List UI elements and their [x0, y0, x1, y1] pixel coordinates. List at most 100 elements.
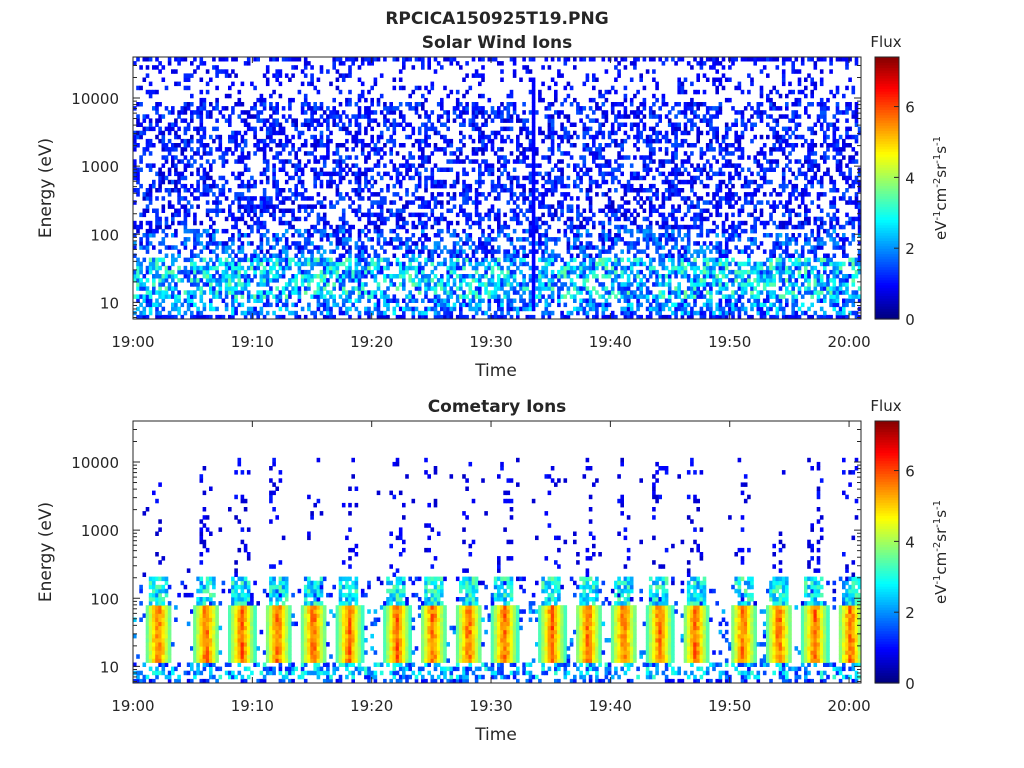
heatmap-cell [411, 282, 416, 287]
heatmap-cell [658, 233, 662, 238]
heatmap-cell [427, 278, 431, 283]
heatmap-cell [544, 179, 549, 185]
heatmap-cell [598, 253, 602, 258]
heatmap-cell [269, 200, 273, 205]
heatmap-cell [531, 228, 536, 234]
heatmap-cell [142, 245, 147, 250]
heatmap-cell [538, 97, 542, 103]
heatmap-cell [294, 57, 298, 62]
heatmap-cell [205, 200, 210, 205]
heatmap-cell [478, 290, 482, 295]
heatmap-cell [424, 126, 428, 132]
heatmap-cell [250, 253, 254, 258]
heatmap-cell [639, 134, 643, 140]
heatmap-cell [531, 216, 536, 222]
heatmap-cell [209, 151, 213, 156]
heatmap-cell [629, 188, 634, 193]
heatmap-cell [645, 69, 650, 74]
heatmap-cell [449, 294, 454, 299]
heatmap-cell [598, 208, 602, 213]
heatmap-cell [338, 310, 343, 316]
heatmap-cell [259, 274, 264, 279]
heatmap-cell [601, 237, 606, 242]
heatmap-cell [468, 237, 473, 242]
heatmap-cell [319, 204, 324, 209]
heatmap-cell [443, 302, 447, 308]
heatmap-cell [674, 310, 678, 316]
heatmap-cell [414, 224, 419, 230]
heatmap-cell [677, 253, 681, 258]
heatmap-cell [383, 290, 387, 295]
heatmap-cell [440, 237, 444, 242]
heatmap-cell [136, 188, 140, 193]
heatmap-cell [614, 224, 618, 230]
heatmap-cell [623, 110, 628, 115]
heatmap-cell [234, 192, 238, 197]
heatmap-cell [582, 81, 587, 87]
heatmap-cell [177, 159, 181, 164]
heatmap-cell [459, 314, 463, 320]
heatmap-cell [379, 175, 384, 181]
heatmap-cell [411, 249, 416, 254]
heatmap-cell [332, 261, 336, 267]
heatmap-cell [190, 61, 194, 66]
heatmap-cell [202, 306, 207, 312]
heatmap-cell [690, 200, 694, 205]
heatmap-cell [338, 196, 343, 201]
heatmap-cell [560, 310, 564, 316]
heatmap-cell [541, 155, 545, 160]
heatmap-cell [326, 155, 330, 160]
heatmap-cell [452, 192, 457, 197]
heatmap-cell [503, 314, 507, 320]
heatmap-cell [693, 310, 697, 316]
heatmap-cell [218, 286, 223, 291]
heatmap-cell [642, 274, 647, 279]
heatmap-cell [610, 110, 615, 115]
heatmap-cell [297, 286, 302, 291]
heatmap-cell [360, 253, 365, 258]
heatmap-cell [592, 269, 596, 275]
heatmap-cell [636, 147, 640, 152]
heatmap-cell [683, 257, 688, 263]
heatmap-cell [161, 143, 166, 148]
heatmap-cell [516, 114, 520, 119]
heatmap-cell [528, 228, 533, 234]
heatmap-cell [531, 188, 536, 193]
heatmap-cell [522, 192, 526, 197]
heatmap-cell [683, 290, 688, 295]
heatmap-cell [573, 241, 577, 246]
heatmap-cell [357, 294, 362, 299]
heatmap-cell [648, 106, 653, 111]
heatmap-cell [174, 257, 178, 263]
heatmap-cell [474, 122, 479, 127]
heatmap-cell [145, 298, 150, 303]
heatmap-cell [636, 212, 640, 218]
heatmap-cell [177, 208, 181, 213]
heatmap-cell [579, 245, 583, 250]
heatmap-cell [345, 130, 349, 136]
heatmap-cell [262, 302, 267, 308]
heatmap-cell [297, 192, 302, 197]
heatmap-cell [490, 171, 495, 177]
heatmap-cell [186, 290, 191, 295]
heatmap-cell [531, 237, 536, 242]
heatmap-cell [259, 233, 264, 238]
heatmap-cell [405, 265, 409, 271]
heatmap-cell [626, 290, 631, 295]
heatmap-cell [626, 134, 631, 140]
heatmap-cell [218, 175, 223, 181]
heatmap-cell [604, 69, 609, 74]
heatmap-cell [205, 233, 210, 238]
heatmap-cell [167, 265, 172, 271]
heatmap-cell [284, 159, 289, 164]
heatmap-cell [607, 228, 612, 234]
heatmap-cell [183, 274, 188, 279]
heatmap-cell [392, 306, 397, 312]
heatmap-cell [199, 118, 204, 123]
heatmap-cell [544, 257, 549, 263]
heatmap-cell [310, 196, 314, 201]
heatmap-cell [164, 126, 169, 132]
heatmap-cell [667, 269, 672, 275]
heatmap-cell [481, 114, 485, 119]
heatmap-cell [588, 126, 593, 132]
